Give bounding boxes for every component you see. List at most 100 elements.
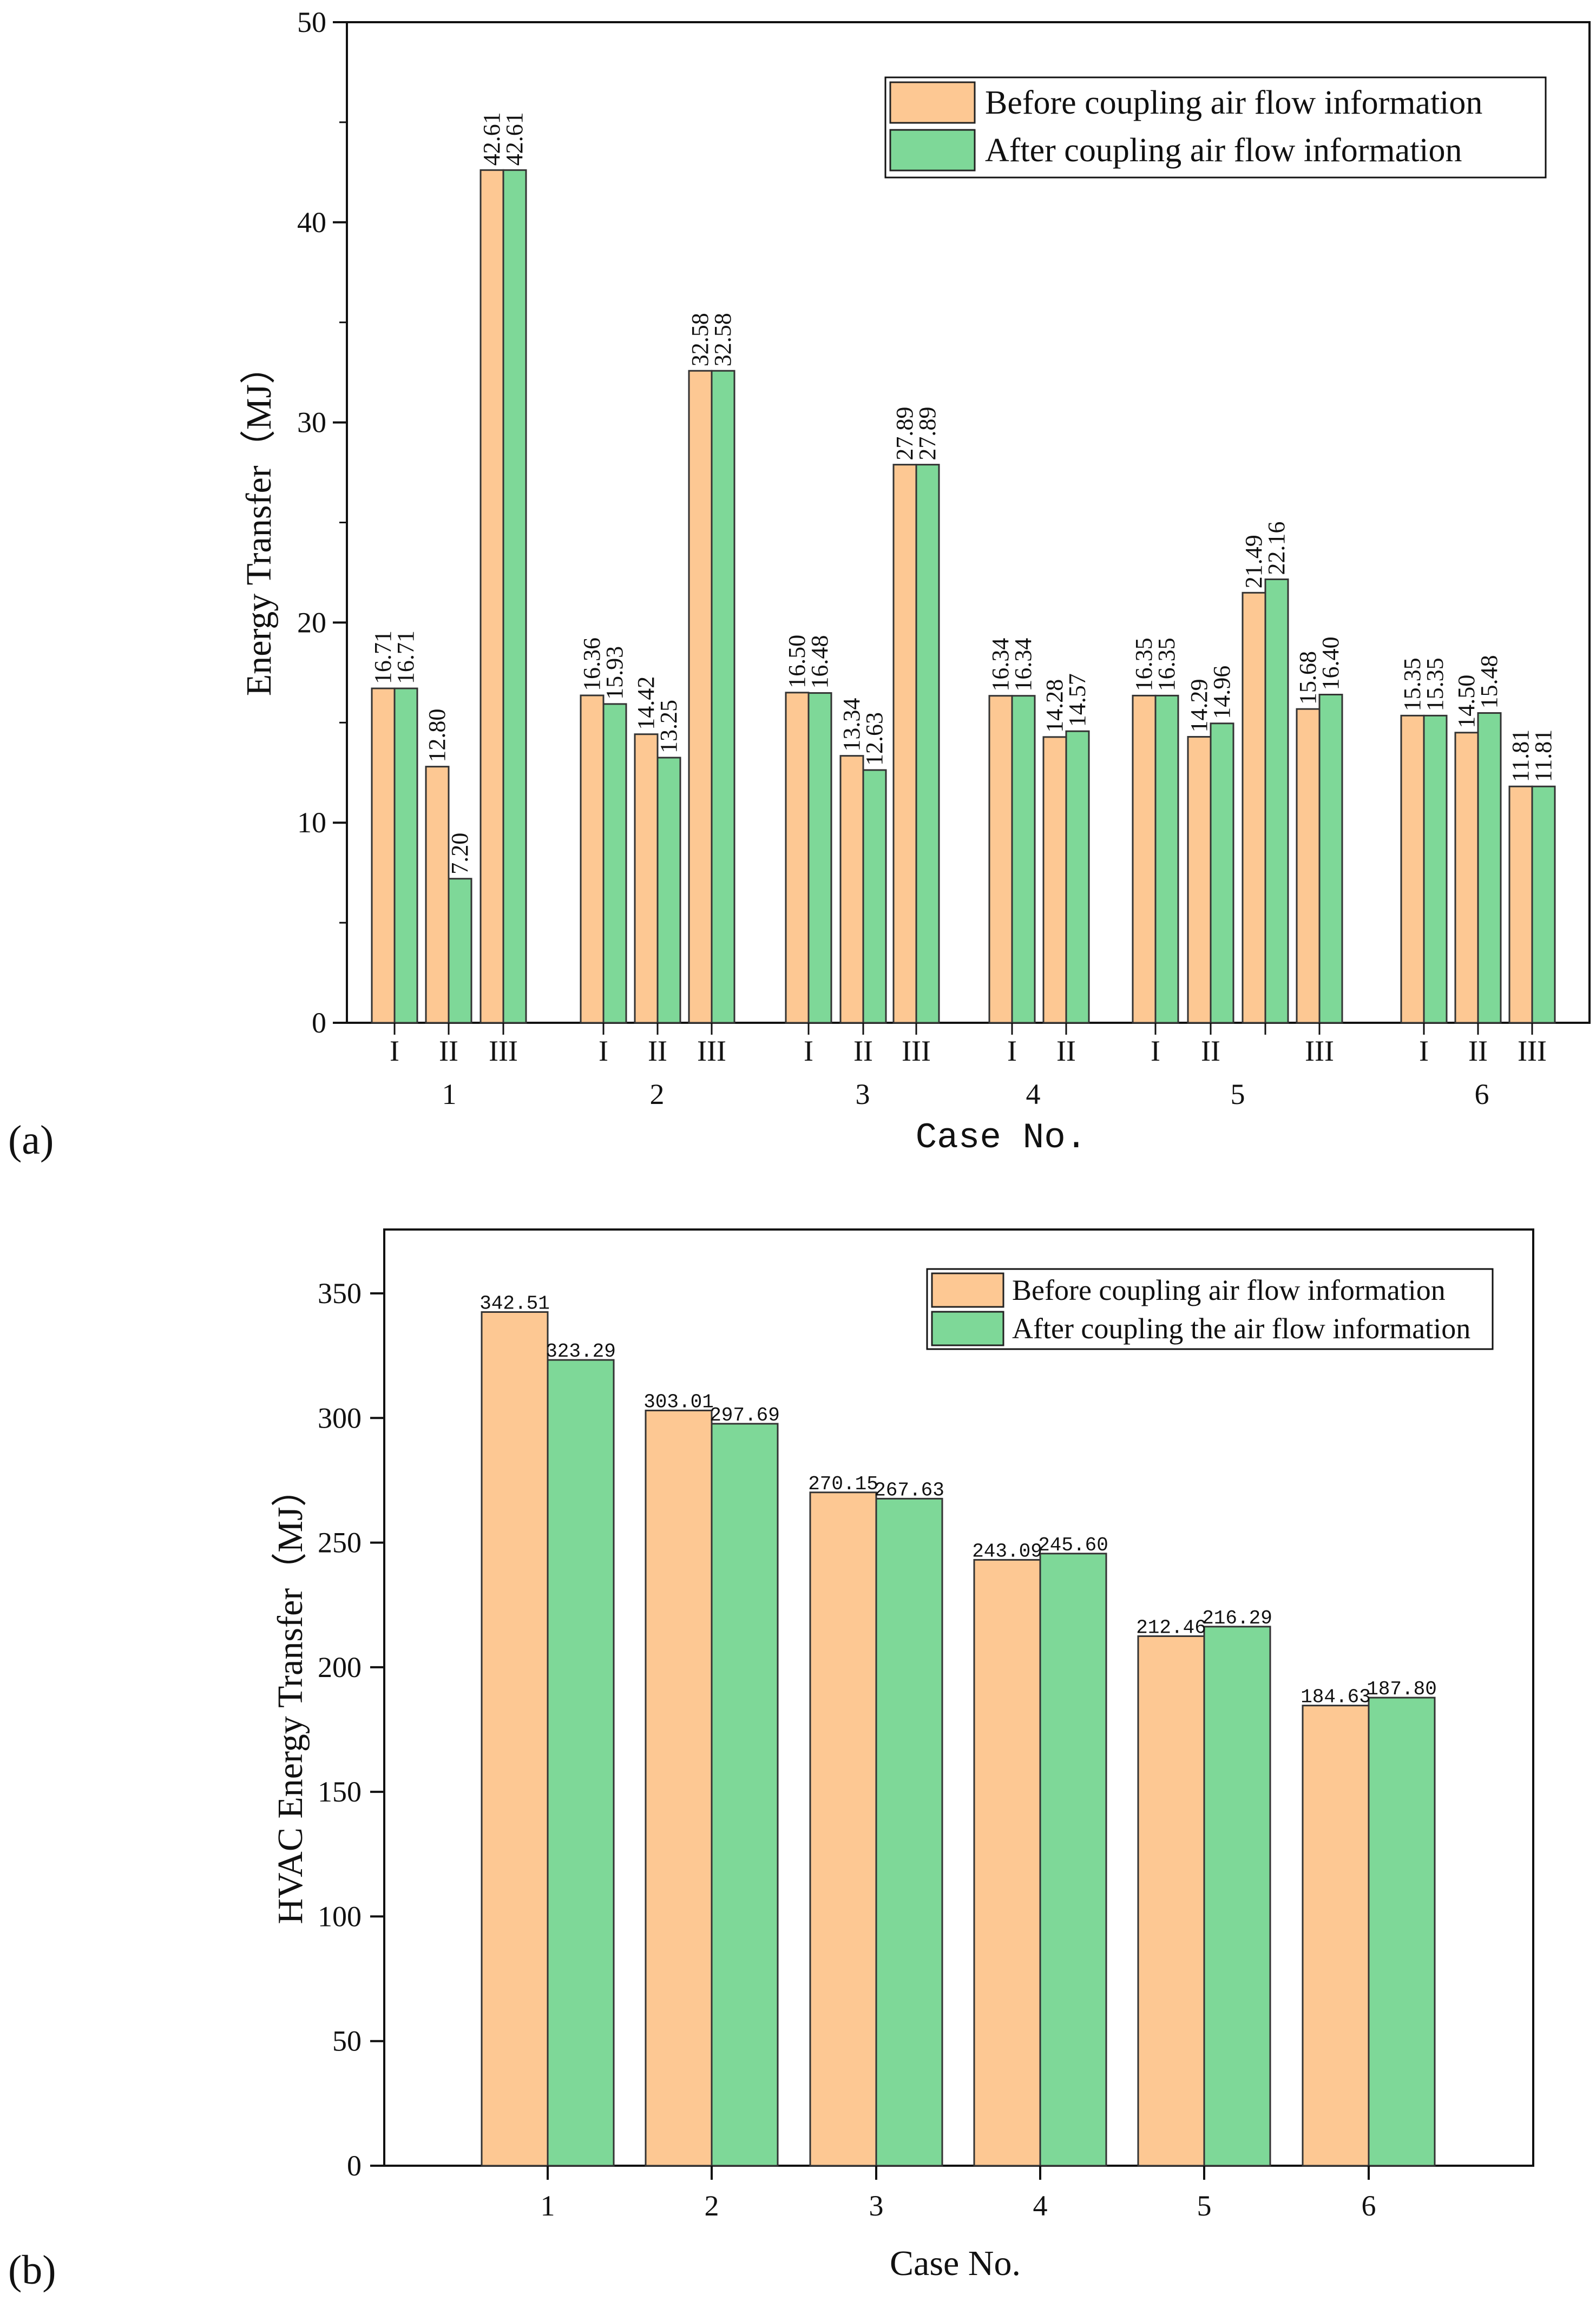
panel-a-value-label: 15.48 (1476, 655, 1502, 709)
panel-a-bar-before (634, 733, 659, 1024)
panel-b-chart: 0 50 100 150 200 250 300 350 342.51 323.29 303.01… (8, 1228, 1534, 2293)
panel-a-y-tick-label: 0 (312, 1007, 326, 1039)
panel-a-bar-before (1042, 736, 1067, 1024)
panel-a-bar-before (688, 370, 713, 1024)
panel-b-value-label: 187.80 (1367, 1678, 1437, 1700)
panel-a-x-sub-label: I (599, 1035, 608, 1067)
panel-a-plot-frame (346, 21, 1591, 1024)
panel-a-bar-before (839, 755, 864, 1024)
panel-a-value-label: 32.58 (687, 313, 713, 366)
panel-a-x-axis-title: Case No. (916, 1117, 1087, 1158)
panel-b-y-tick-label: 150 (318, 1776, 362, 1808)
panel-a-value-label: 16.34 (1010, 638, 1036, 692)
panel-a-bar-after (393, 687, 418, 1024)
panel-b-value-label: 184.63 (1301, 1686, 1371, 1708)
panel-a-value-label: 14.96 (1209, 666, 1235, 719)
panel-a-value-label: 16.40 (1317, 637, 1344, 691)
panel-a-x-sub-label: I (390, 1035, 399, 1067)
panel-b-legend-swatch-before (931, 1272, 1004, 1308)
panel-a-bar-before (580, 694, 605, 1024)
panel-b-x-tick-label: 2 (705, 2190, 719, 2222)
panel-b-y-tick-label: 350 (318, 1277, 362, 1310)
panel-a-value-label: 15.68 (1295, 651, 1321, 705)
panel-a-bar-after (448, 878, 472, 1024)
panel-b-legend-frame (926, 1268, 1494, 1350)
panel-a-legend-frame (884, 76, 1547, 179)
panel-a-bar-after (1210, 722, 1234, 1024)
panel-b-value-label: 303.01 (643, 1391, 714, 1413)
panel-b-x-tick-label: 1 (541, 2190, 555, 2222)
panel-b-bar-after (1203, 1626, 1271, 2167)
panel-a-y-tick-label: 10 (297, 806, 326, 839)
panel-a-value-label: 14.28 (1041, 679, 1068, 733)
panel-b-x-axis-title: Case No. (890, 2244, 1021, 2283)
panel-b-bar-after (1039, 1553, 1107, 2167)
panel-a-value-label: 16.48 (806, 635, 833, 689)
panel-a-x-sub-label: II (1201, 1035, 1220, 1067)
panel-a-bar-after (602, 703, 627, 1024)
panel-a-bar-before (892, 464, 917, 1024)
panel-b-value-label: 245.60 (1038, 1534, 1108, 1556)
panel-a-value-label: 27.89 (914, 407, 941, 461)
panel-a-y-axis-title: Energy Transfer（MJ） (239, 349, 279, 696)
panel-a-bar-before (1508, 785, 1533, 1024)
panel-b-y-tick-label: 300 (318, 1402, 362, 1434)
panel-b-x-tick-label: 4 (1033, 2190, 1048, 2222)
panel-b-y-tick-label: 50 (332, 2025, 362, 2057)
panel-b-legend: Before coupling air flow information Aft… (926, 1268, 1494, 1350)
panel-a-value-label: 16.36 (579, 637, 605, 691)
panel-a-value-label: 16.71 (370, 630, 396, 684)
panel-a-value-label: 15.35 (1422, 658, 1448, 711)
panel-b-x-tick-label: 6 (1362, 2190, 1376, 2222)
panel-a-bar-after (1423, 714, 1448, 1024)
panel-a-value-label: 11.81 (1530, 729, 1556, 782)
panel-a-value-label: 13.25 (655, 700, 682, 753)
panel-a-legend-swatch-after (889, 129, 976, 172)
panel-a-y-tick-label: 40 (297, 206, 326, 239)
panel-b-x-tick-label: 5 (1197, 2190, 1212, 2222)
panel-b-value-label: 216.29 (1202, 1607, 1272, 1629)
panel-a-legend-swatch-before (889, 81, 976, 124)
panel-a-bar-after (1318, 694, 1343, 1024)
panel-a-case-label: 1 (442, 1078, 457, 1110)
panel-a-x-sub-label: II (1468, 1035, 1488, 1067)
panel-a-bar-before (1400, 714, 1425, 1024)
panel-a-x-sub-label: II (439, 1035, 458, 1067)
panel-b-value-label: 243.09 (972, 1540, 1042, 1562)
panel-a-bar-before (1454, 732, 1479, 1024)
panel-a-bar-after (502, 169, 527, 1024)
panel-b-bar-after (711, 1423, 779, 2167)
panel-a-bar-after (807, 692, 832, 1024)
panel-a-value-label: 15.35 (1399, 658, 1426, 711)
panel-a-label: (a) (8, 1117, 54, 1163)
panel-a-value-label: 16.50 (784, 635, 810, 688)
panel-a-value-label: 42.61 (501, 112, 528, 166)
panel-a-x-sub-label: III (489, 1035, 518, 1067)
panel-b-value-label: 270.15 (808, 1473, 878, 1495)
panel-a-value-label: 42.61 (478, 112, 505, 166)
panel-a-bar-after (711, 370, 735, 1024)
panel-a-value-label: 15.93 (601, 646, 628, 700)
panel-b-legend-swatch-after (931, 1311, 1004, 1346)
panel-a-value-label: 27.89 (891, 407, 918, 461)
panel-b-bar-after (875, 1497, 943, 2167)
panel-b-bar-after (547, 1359, 615, 2167)
panel-a-x-sub-label: I (1151, 1035, 1160, 1067)
panel-b-value-label: 212.46 (1136, 1616, 1206, 1639)
panel-a-bar-after (1065, 730, 1090, 1024)
panel-b-legend-label-after: After coupling the air flow information (1012, 1312, 1470, 1345)
panel-a-bar-after (1154, 694, 1179, 1024)
panel-a-value-label: 22.16 (1263, 522, 1290, 575)
panel-a-case-label: 6 (1475, 1078, 1489, 1110)
panel-a-value-label: 16.35 (1131, 637, 1157, 691)
panel-a-legend: Before coupling air flow information Aft… (884, 76, 1547, 179)
panel-a-value-label: 7.20 (446, 833, 473, 875)
panel-a-value-label: 13.34 (838, 698, 865, 752)
panel-a-x-sub-label: I (1007, 1035, 1017, 1067)
panel-a-x-sub-label: II (1056, 1035, 1076, 1067)
panel-b-bar-before (1137, 1635, 1205, 2167)
panel-b-bar-before (1302, 1705, 1370, 2167)
panel-b-y-tick-label: 100 (318, 1900, 362, 1932)
